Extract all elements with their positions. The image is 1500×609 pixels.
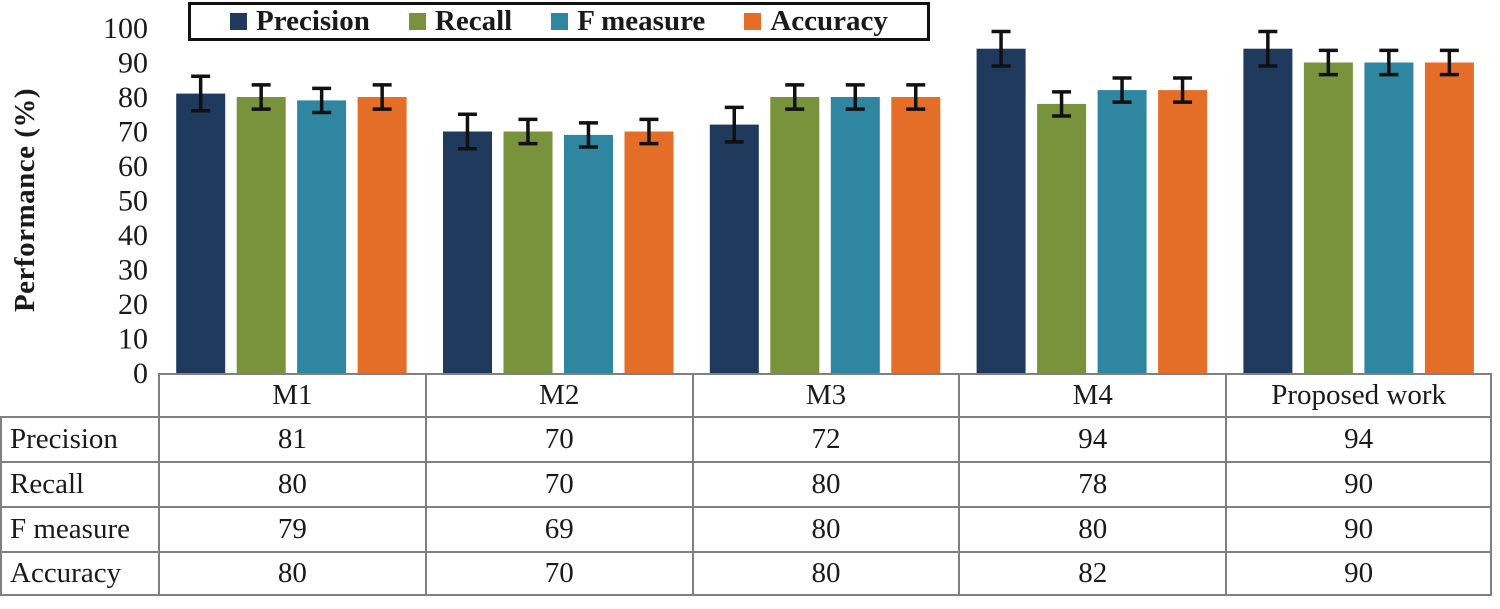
y-tick-label: 90 [118, 47, 148, 80]
table-cell: 90 [1225, 506, 1492, 551]
bar-m4-recall [1037, 103, 1087, 374]
precision-swatch-icon [230, 13, 248, 30]
error-bar-m4-recall [1052, 90, 1072, 118]
y-tick-label: 80 [118, 81, 148, 114]
table-row-label-precision: Precision [0, 416, 158, 461]
bar-m1-recall [236, 97, 286, 373]
table-cell: 78 [958, 461, 1226, 506]
y-axis-title: Performance (%) [9, 87, 41, 313]
bar-m3-precision [709, 124, 759, 373]
y-tick-label: 60 [118, 150, 148, 183]
bar-m2-recall [503, 131, 553, 373]
table-corner-cell [0, 373, 158, 416]
bar-proposed-work-recall [1303, 62, 1353, 373]
y-tick-label: 70 [118, 116, 148, 149]
f-measure-swatch-icon [551, 13, 569, 30]
error-bar-m3-accuracy [906, 83, 926, 111]
bar-m2-accuracy [624, 131, 674, 373]
legend-item-accuracy: Accuracy [744, 7, 888, 36]
table-cell: 79 [158, 506, 425, 551]
legend-item-recall: Recall [408, 5, 513, 37]
table-row-label-f-measure: F measure [0, 506, 158, 551]
table-header-m4: M4 [958, 373, 1226, 416]
y-tick-label: 100 [103, 12, 148, 45]
error-bar-m2-accuracy [639, 117, 659, 146]
bar-proposed-work-accuracy [1424, 62, 1474, 373]
accuracy-swatch-icon [744, 13, 762, 30]
legend-label-recall: Recall [434, 5, 513, 37]
error-bar-m2-f-measure [578, 121, 598, 149]
table-header-proposed-work: Proposed work [1225, 373, 1492, 416]
error-bar-m2-precision [457, 112, 477, 151]
y-tick-label: 0 [133, 357, 148, 390]
y-tick-label: 40 [118, 219, 148, 252]
y-tick-label: 20 [118, 288, 148, 321]
table-cell: 94 [958, 416, 1226, 461]
table-cell: 80 [158, 461, 425, 506]
table-cell: 81 [158, 416, 425, 461]
table-cell: 82 [958, 551, 1226, 596]
legend: Precision Recall F measure Accuracy [188, 2, 930, 41]
table-cell: 90 [1225, 461, 1492, 506]
error-bar-m1-f-measure [312, 86, 332, 115]
error-bar-proposed-work-f-measure [1379, 48, 1399, 77]
legend-label-f-measure: F measure [577, 5, 706, 37]
table-header-m2: M2 [424, 373, 692, 416]
table-cell: 80 [958, 506, 1226, 551]
table-cell: 94 [1225, 416, 1492, 461]
bar-m1-precision [176, 93, 226, 373]
table-cell: 80 [691, 551, 959, 596]
y-tick-label: 50 [118, 185, 148, 218]
bar-m4-accuracy [1158, 90, 1208, 373]
error-bar-m4-accuracy [1173, 76, 1193, 104]
table-cell: 80 [691, 461, 959, 506]
bar-m3-f-measure [830, 97, 880, 373]
error-bar-m1-accuracy [372, 83, 392, 111]
table-cell: 72 [691, 416, 959, 461]
error-bar-proposed-work-precision [1258, 29, 1278, 68]
table-row-label-recall: Recall [0, 461, 158, 506]
legend-label-precision: Precision [256, 5, 370, 37]
data-table: M1 M2 M3 M4 Proposed work Precision 81 7… [0, 373, 1492, 596]
table-cell: 69 [424, 506, 692, 551]
bar-m2-precision [443, 131, 492, 373]
table-header-m1: M1 [158, 373, 425, 416]
bar-m4-f-measure [1097, 90, 1147, 373]
table-cell: 70 [424, 551, 692, 596]
y-tick-label: 30 [118, 254, 148, 287]
bar-proposed-work-precision [1243, 48, 1293, 373]
table-cell: 90 [1225, 551, 1492, 596]
bar-m4-precision [976, 48, 1026, 373]
table-cell: 80 [691, 506, 959, 551]
error-bar-m3-f-measure [845, 83, 865, 111]
error-bar-m4-precision [991, 29, 1011, 68]
table-cell: 70 [424, 461, 692, 506]
error-bar-m1-precision [191, 74, 211, 113]
error-bar-m3-precision [724, 105, 744, 144]
legend-item-f-measure: F measure [551, 7, 705, 36]
table-cell: 70 [424, 416, 692, 461]
bar-m2-f-measure [564, 134, 613, 373]
legend-item-precision: Precision [230, 7, 370, 36]
table-header-m3: M3 [691, 373, 959, 416]
bar-m3-recall [770, 97, 820, 373]
error-bar-m1-recall [251, 83, 271, 111]
table-cell: 80 [158, 551, 425, 596]
error-bar-proposed-work-accuracy [1439, 48, 1459, 77]
error-bar-m2-recall [518, 117, 538, 146]
error-bar-m3-recall [785, 83, 805, 111]
error-bar-m4-f-measure [1112, 76, 1132, 104]
bar-m3-accuracy [891, 97, 941, 373]
legend-label-accuracy: Accuracy [770, 5, 888, 37]
error-bar-proposed-work-recall [1318, 48, 1338, 77]
recall-swatch-icon [408, 13, 426, 30]
bar-proposed-work-f-measure [1364, 62, 1414, 373]
bar-m1-f-measure [297, 100, 347, 374]
bar-m1-accuracy [357, 97, 407, 373]
table-row-label-accuracy: Accuracy [0, 551, 158, 596]
y-tick-label: 10 [118, 323, 148, 356]
